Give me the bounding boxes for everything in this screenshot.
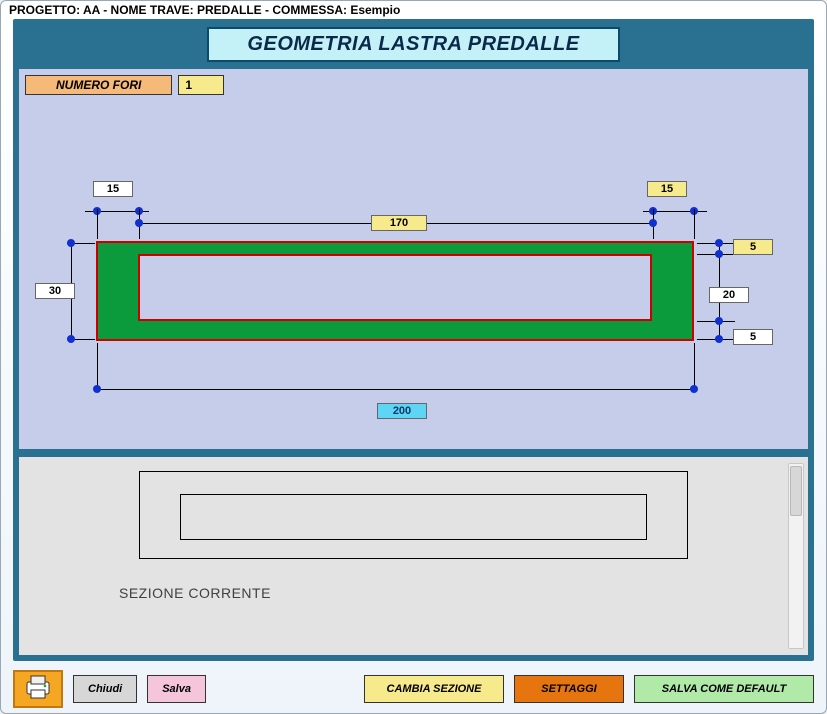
numero-fori-label: NUMERO FORI [25, 75, 172, 95]
slab-outline [96, 241, 694, 341]
section-scrollbar[interactable] [788, 463, 804, 649]
cambia-sezione-button[interactable]: CAMBIA SEZIONE [364, 675, 504, 703]
dim-marker [67, 239, 75, 247]
dim-marker [690, 385, 698, 393]
settaggi-button[interactable]: SETTAGGI [514, 675, 624, 703]
numero-fori-input[interactable]: 1 [178, 75, 224, 95]
dim-marker [93, 385, 101, 393]
dim-outer-height[interactable]: 30 [35, 283, 75, 299]
dim-side-left[interactable]: 15 [93, 181, 133, 197]
dim-line [694, 343, 695, 391]
dim-outer-width[interactable]: 200 [377, 403, 427, 419]
dim-line [694, 209, 695, 239]
bottom-toolbar: Chiudi Salva CAMBIA SEZIONE SETTAGGI SAL… [1, 669, 826, 713]
salva-default-button[interactable]: SALVA COME DEFAULT [634, 675, 814, 703]
dim-side-right[interactable]: 15 [647, 181, 687, 197]
main-frame: GEOMETRIA LASTRA PREDALLE NUMERO FORI 1 … [13, 19, 814, 661]
section-outer-rect [139, 471, 688, 559]
dim-marker [135, 219, 143, 227]
dim-hole-width[interactable]: 170 [371, 215, 427, 231]
page-title: GEOMETRIA LASTRA PREDALLE [207, 27, 619, 62]
dim-marker [715, 250, 723, 258]
geometry-canvas: 15 15 170 30 [31, 111, 796, 437]
window-title: PROGETTO: AA - NOME TRAVE: PREDALLE - CO… [1, 1, 826, 19]
print-button[interactable] [13, 670, 63, 708]
geometry-panel: NUMERO FORI 1 15 [19, 69, 808, 449]
dim-line [97, 343, 98, 391]
scrollbar-thumb[interactable] [790, 466, 802, 516]
dim-line [97, 209, 98, 239]
section-inner-rect [180, 494, 647, 540]
dim-top-cover[interactable]: 5 [733, 239, 773, 255]
printer-icon [23, 674, 53, 705]
section-label: SEZIONE CORRENTE [119, 585, 271, 601]
dim-bottom-cover[interactable]: 5 [733, 329, 773, 345]
dim-marker [715, 317, 723, 325]
section-preview-panel: SEZIONE CORRENTE [19, 455, 808, 655]
dim-marker [715, 335, 723, 343]
dim-marker [67, 335, 75, 343]
app-window: PROGETTO: AA - NOME TRAVE: PREDALLE - CO… [0, 0, 827, 714]
hole-outline [138, 254, 652, 321]
dim-hole-height[interactable]: 20 [709, 287, 749, 303]
numero-fori-row: NUMERO FORI 1 [25, 75, 224, 95]
dim-marker [715, 239, 723, 247]
header-banner: GEOMETRIA LASTRA PREDALLE [19, 25, 808, 63]
chiudi-button[interactable]: Chiudi [73, 675, 137, 703]
dim-marker [649, 219, 657, 227]
salva-button[interactable]: Salva [147, 675, 206, 703]
dim-line [97, 389, 694, 390]
